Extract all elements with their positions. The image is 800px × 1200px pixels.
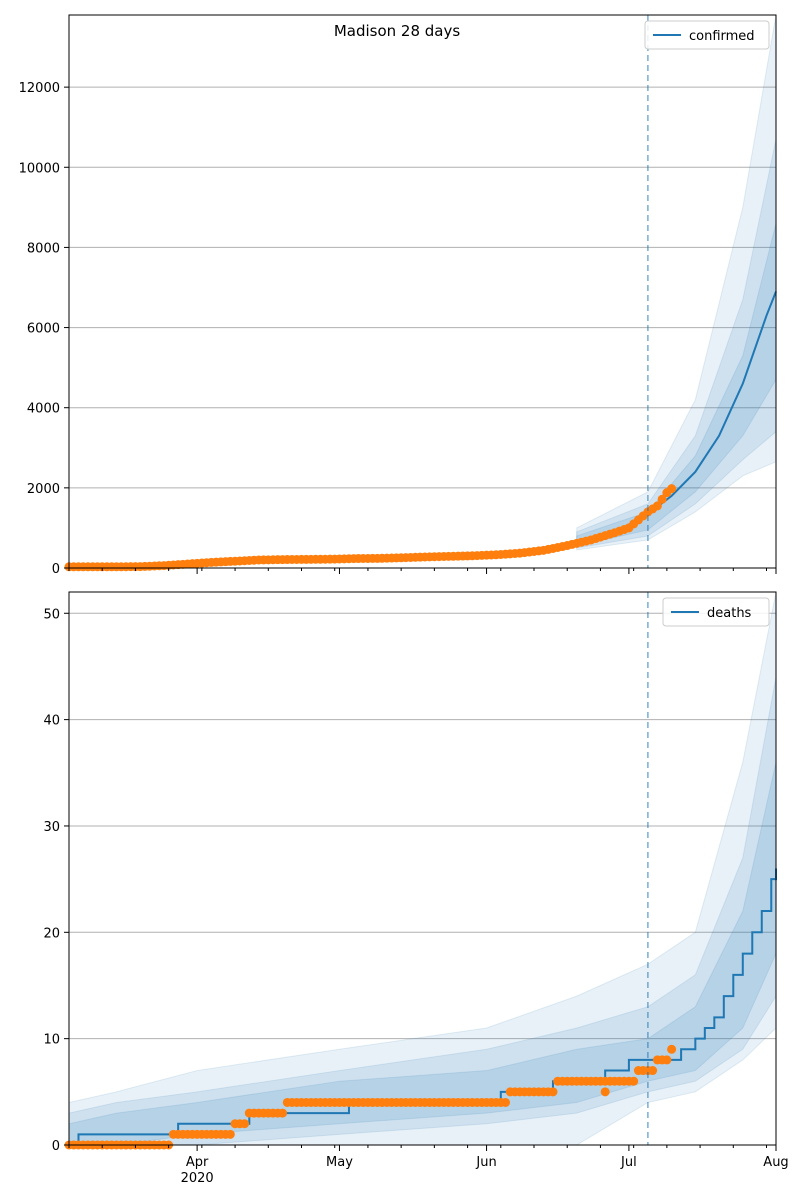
deaths-y-tick-label: 10 — [43, 1033, 60, 1048]
confirmed-y-tick-label: 10000 — [19, 161, 60, 176]
confirmed-observed-point — [667, 484, 677, 494]
deaths-x-tick-label: Jul — [620, 1155, 637, 1170]
deaths-legend-label: deaths — [707, 606, 752, 621]
confirmed-panel: Madison 28 days 0 2000 4000 6000 8000 10000 12… — [19, 14, 777, 577]
deaths-observed-point — [225, 1129, 235, 1139]
deaths-legend-box — [662, 597, 770, 627]
deaths-x-tick-label: May — [326, 1155, 353, 1170]
confirmed-legend-box — [644, 20, 770, 50]
confirmed-y-tick-label: 2000 — [27, 482, 60, 497]
deaths-x-tick-sublabel: 2020 — [181, 1171, 214, 1186]
confirmed-y-tick-label: 4000 — [27, 402, 60, 417]
deaths-observed-point — [501, 1097, 511, 1107]
deaths-observed-point — [548, 1087, 558, 1097]
confirmed-y-tick-label: 0 — [52, 562, 60, 577]
deaths-y-tick-label: 30 — [43, 820, 60, 835]
deaths-observed-point — [600, 1087, 610, 1097]
deaths-x-tick-label: Apr — [186, 1155, 209, 1170]
confirmed-legend: confirmed — [644, 20, 770, 50]
deaths-legend: deaths — [662, 597, 770, 627]
deaths-observed-point — [662, 1055, 672, 1065]
deaths-observed-points — [64, 1044, 677, 1150]
deaths-y-tick-label: 20 — [43, 926, 60, 941]
confirmed-y-tick-label: 12000 — [19, 81, 60, 96]
deaths-observed-point — [240, 1119, 250, 1129]
confirmed-y-tick-label: 8000 — [27, 241, 60, 256]
deaths-observed-point — [667, 1044, 677, 1054]
confirmed-observed-points — [64, 484, 677, 572]
confirmed-axes-frame — [68, 14, 777, 569]
deaths-x-tick-label: Jun — [475, 1155, 496, 1170]
deaths-y-tick-label: 40 — [43, 714, 60, 729]
deaths-observed-point — [629, 1076, 639, 1086]
confirmed-y-tick-label: 6000 — [27, 322, 60, 337]
deaths-axes-frame — [68, 591, 777, 1146]
confirmed-legend-label: confirmed — [689, 29, 755, 44]
confirmed-observed-point — [652, 501, 662, 511]
deaths-y-tick-label: 50 — [43, 607, 60, 622]
confirmed-observed-point — [657, 494, 667, 504]
deaths-observed-point — [278, 1108, 288, 1118]
chart-title: Madison 28 days — [334, 22, 461, 40]
deaths-observed-point — [648, 1066, 658, 1076]
deaths-y-tick-label: 0 — [52, 1139, 60, 1154]
deaths-x-tick-label: Aug — [763, 1155, 788, 1170]
